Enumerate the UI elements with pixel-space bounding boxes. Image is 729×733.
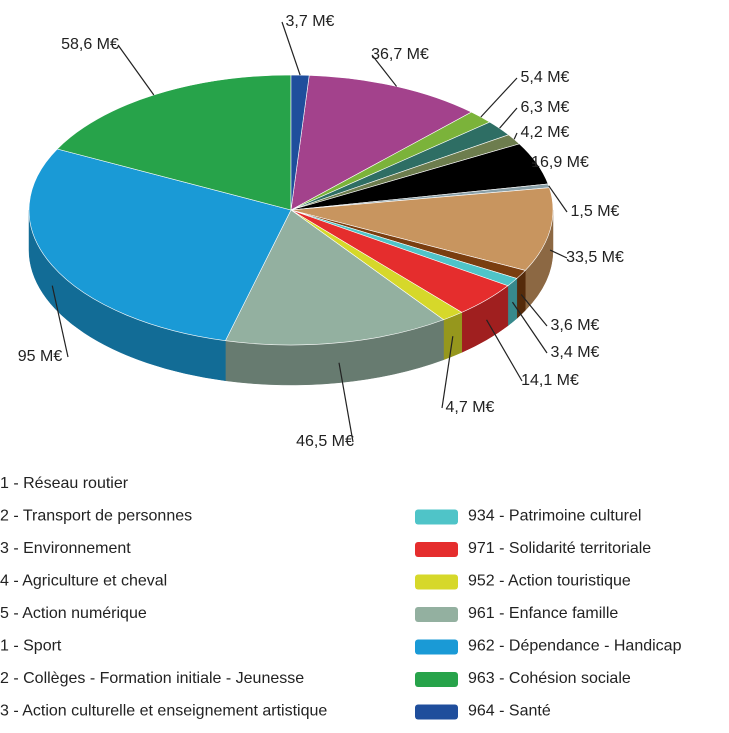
legend-label: 3 - Environnement [0,540,131,557]
leader-line [371,54,398,87]
slice [290,187,554,271]
value-label: 5,4 M€ [521,69,570,86]
leader-line [51,285,69,358]
value-label: 33,5 M€ [566,249,624,266]
value-label: 3,6 M€ [551,317,600,334]
legend-label: 1 - Réseau routier [0,475,129,492]
leader-line [520,294,548,327]
legend-swatch [415,639,458,655]
value-label: 4,2 M€ [521,124,570,141]
leader-line [499,107,518,129]
leader-line [480,77,518,118]
value-label: 1,5 M€ [571,203,620,220]
slice [224,209,445,346]
legend-label: 952 - Action touristique [468,573,631,590]
legend-label: 2 - Collèges - Formation initiale - Jeun… [0,670,304,687]
value-label: 3,7 M€ [286,13,335,30]
legend-label: 1 - Sport [0,638,62,655]
value-label: 3,4 M€ [551,344,600,361]
leader-line [511,301,548,354]
legend-label: 971 - Solidarité territoriale [468,540,651,557]
legend-label: 5 - Action numérique [0,605,147,622]
legend-label: 962 - Dépendance - Handicap [468,638,682,655]
legend-label: 964 - Santé [468,703,551,720]
value-label: 36,7 M€ [371,46,429,63]
leader-line [486,319,523,382]
legend-label: 961 - Enfance famille [468,605,618,622]
value-label: 14,1 M€ [521,372,579,389]
legend-swatch [415,542,458,557]
value-label: 95 M€ [18,348,63,365]
value-label: 16,9 M€ [531,154,589,171]
value-label: 4,7 M€ [446,399,495,416]
value-label: 46,5 M€ [296,433,354,450]
leader-line [117,44,155,96]
legend-label: 934 - Patrimoine culturel [468,508,641,525]
slice [28,148,292,342]
legend-swatch [415,672,458,687]
legend-label: 2 - Transport de personnes [0,508,192,525]
value-label: 58,6 M€ [61,36,119,53]
legend-label: 963 - Cohésion sociale [468,670,631,687]
legend-swatch [415,509,458,525]
legend-label: 4 - Agriculture et cheval [0,573,167,590]
leader-line [549,249,568,259]
slice-side [507,277,518,327]
legend-swatch [415,607,458,622]
leader-line [548,185,568,213]
slice-side [443,311,463,361]
leader-line [281,21,301,76]
leader-line [513,132,518,140]
value-label: 6,3 M€ [521,99,570,116]
legend-label: 3 - Action culturelle et enseignement ar… [0,703,327,720]
legend-swatch [415,704,458,720]
leader-line [338,362,354,443]
legend-swatch [415,574,458,590]
leader-line [441,336,454,409]
